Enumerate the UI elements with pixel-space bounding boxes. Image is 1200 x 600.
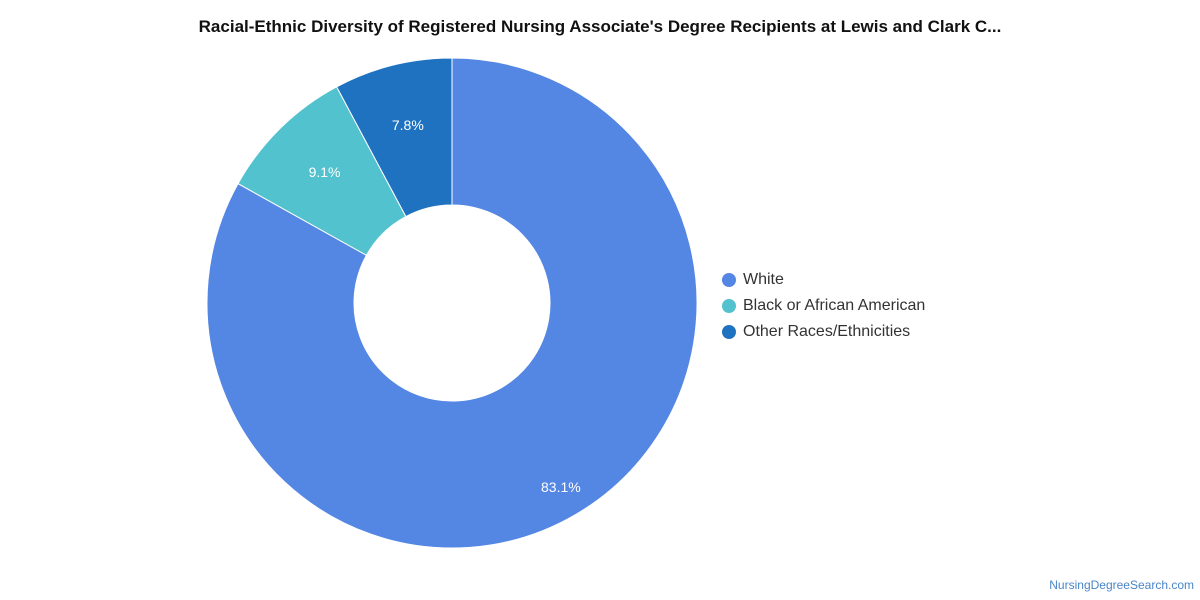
donut-slices [206, 57, 698, 549]
legend-label: Other Races/Ethnicities [743, 323, 911, 340]
source-credit-link[interactable]: NursingDegreeSearch.com [1049, 578, 1194, 592]
legend-swatch [722, 299, 736, 313]
legend-label: Black or African American [743, 297, 926, 314]
legend-item-black-or-african-american[interactable]: Black or African American [722, 293, 925, 319]
legend-swatch [722, 325, 736, 339]
chart-title: Racial-Ethnic Diversity of Registered Nu… [198, 17, 1002, 36]
slice-value-label: 9.1% [309, 164, 341, 180]
legend-label: White [743, 271, 784, 288]
slice-white[interactable] [206, 57, 698, 549]
slice-value-label: 7.8% [392, 117, 424, 133]
legend-item-other-races-ethnicities[interactable]: Other Races/Ethnicities [722, 319, 925, 345]
legend-swatch [722, 273, 736, 287]
slice-labels: 83.1% 9.1% 7.8% [309, 117, 581, 495]
legend: White Black or African American Other Ra… [722, 267, 925, 345]
slice-value-label: 83.1% [541, 479, 581, 495]
slice-other-races-ethnicities[interactable] [336, 57, 453, 218]
legend-item-white[interactable]: White [722, 267, 925, 293]
